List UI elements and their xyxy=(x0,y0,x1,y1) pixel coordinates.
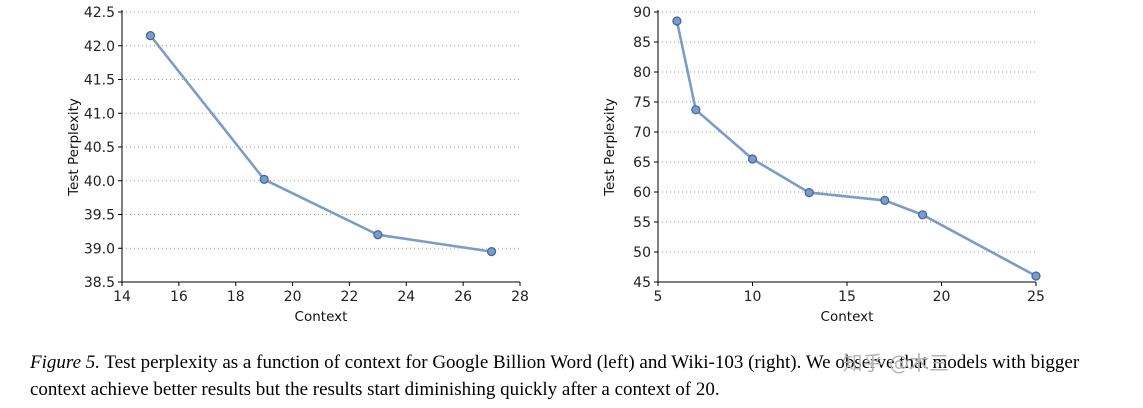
svg-text:60: 60 xyxy=(633,185,651,201)
svg-text:24: 24 xyxy=(397,289,415,305)
svg-text:Test Perplexity: Test Perplexity xyxy=(602,98,618,197)
svg-text:41.0: 41.0 xyxy=(84,106,115,122)
svg-text:40.5: 40.5 xyxy=(84,140,115,156)
svg-text:Context: Context xyxy=(295,309,348,325)
svg-text:39.5: 39.5 xyxy=(84,208,115,224)
svg-text:40.0: 40.0 xyxy=(84,174,115,190)
svg-text:14: 14 xyxy=(113,289,131,305)
svg-text:Context: Context xyxy=(821,309,874,325)
svg-text:39.0: 39.0 xyxy=(84,241,115,257)
svg-text:26: 26 xyxy=(454,289,472,305)
svg-text:70: 70 xyxy=(633,125,651,141)
svg-text:Test Perplexity: Test Perplexity xyxy=(66,98,82,197)
svg-text:41.5: 41.5 xyxy=(84,73,115,89)
svg-text:42.0: 42.0 xyxy=(84,39,115,55)
svg-text:25: 25 xyxy=(1027,289,1045,305)
svg-text:38.5: 38.5 xyxy=(84,275,115,291)
svg-text:55: 55 xyxy=(633,215,651,231)
figure-caption-text: Test perplexity as a function of context… xyxy=(30,352,1080,400)
svg-text:50: 50 xyxy=(633,245,651,261)
left-chart-google-billion-word: 38.5 39.0 39.5 40.0 40.5 41.0 41.5 42.0 42.5 14 16… xyxy=(64,0,534,334)
svg-text:22: 22 xyxy=(341,289,359,305)
svg-text:65: 65 xyxy=(633,155,651,171)
svg-text:75: 75 xyxy=(633,95,651,111)
svg-text:90: 90 xyxy=(633,5,651,21)
svg-text:28: 28 xyxy=(511,289,529,305)
svg-text:85: 85 xyxy=(633,35,651,51)
svg-text:15: 15 xyxy=(838,289,856,305)
svg-text:16: 16 xyxy=(170,289,188,305)
svg-text:20: 20 xyxy=(933,289,951,305)
svg-text:18: 18 xyxy=(227,289,245,305)
figure-charts-row: 38.5 39.0 39.5 40.0 40.5 41.0 41.5 42.0 42.5 14 16… xyxy=(64,0,1050,334)
svg-text:5: 5 xyxy=(654,289,663,305)
figure-caption: Figure 5. Test perplexity as a function … xyxy=(30,350,1117,404)
svg-text:42.5: 42.5 xyxy=(84,5,115,21)
right-chart-wiki-103: 45 50 55 60 65 70 75 80 85 90 5 10 15 20 25 Test Perple… xyxy=(600,0,1050,334)
figure-caption-label: Figure 5. xyxy=(30,352,101,373)
svg-text:20: 20 xyxy=(284,289,302,305)
svg-text:45: 45 xyxy=(633,275,651,291)
svg-text:10: 10 xyxy=(744,289,762,305)
svg-text:80: 80 xyxy=(633,65,651,81)
